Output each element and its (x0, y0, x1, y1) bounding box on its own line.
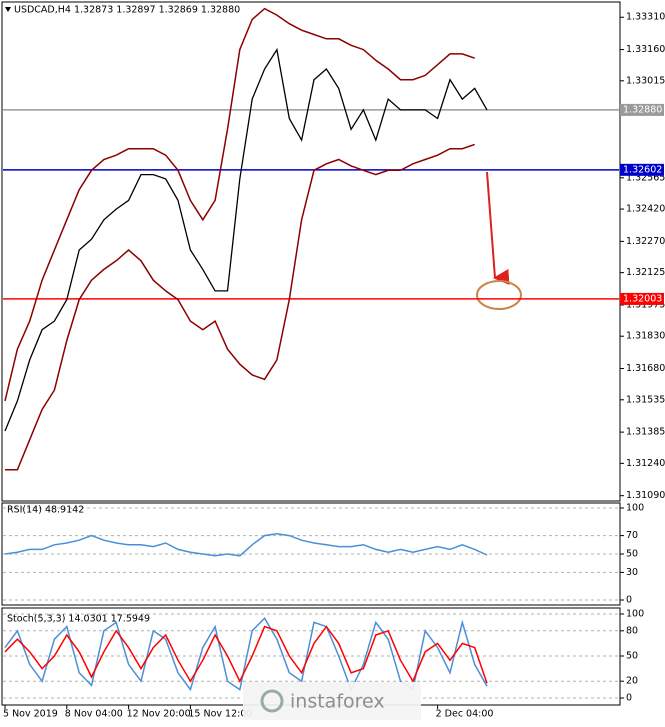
watermark: instaforex (243, 682, 421, 720)
y-tick-label: 0 (626, 693, 632, 704)
price-panel (1, 1, 621, 502)
y-tick-label: 1.31680 (626, 363, 665, 374)
level-label-bg (620, 163, 664, 176)
series-line (4, 47, 488, 432)
y-tick-label: 1.31830 (626, 331, 665, 342)
y-tick-label: 1.31090 (626, 490, 665, 501)
y-tick-label: 1.31385 (626, 427, 665, 438)
y-tick-label: 50 (626, 651, 638, 662)
y-tick-label: 20 (626, 676, 638, 687)
x-tick-label: 8 Nov 04:00 (65, 709, 123, 720)
watermark-text: instaforex (290, 691, 385, 713)
level-label-bg (620, 103, 664, 116)
x-tick-label: 5 Nov 2019 (3, 709, 58, 720)
watermark-bg (243, 682, 421, 720)
y-tick-label: 1.33160 (626, 44, 665, 55)
target-ellipse (476, 280, 522, 310)
level-label: 1.32602 (623, 164, 662, 175)
plot-area (3, 7, 619, 471)
y-tick-label: 50 (626, 549, 638, 560)
series-line (4, 7, 475, 402)
y-tick-label: 1.31240 (626, 458, 665, 469)
arrow (486, 171, 510, 285)
y-tick-label: 30 (626, 567, 638, 578)
panel-title: RSI(14) 48.9142 (7, 505, 84, 516)
watermark-logo (260, 689, 284, 713)
panel-title: USDCAD,H4 1.32873 1.32897 1.32869 1.3288… (14, 5, 240, 16)
y-tick-label: 0 (626, 595, 632, 606)
series-line (5, 143, 475, 471)
y-tick-label: 1.31535 (626, 394, 665, 405)
y-tick-label: 1.32125 (626, 267, 665, 278)
level-label: 1.32880 (623, 104, 662, 115)
x-tick-label: 12 Nov 20:00 (127, 709, 191, 720)
y-tick-label: 1.32270 (626, 236, 665, 247)
y-tick-label: 1.33015 (626, 75, 665, 86)
y-tick-label: 80 (626, 625, 638, 636)
y-tick-label: 100 (626, 609, 644, 620)
y-tick-label: 1.31975 (626, 299, 665, 310)
level-label-bg (620, 292, 664, 305)
plot-area (4, 533, 488, 557)
series-line (4, 533, 488, 557)
y-tick-label: 1.32420 (626, 204, 665, 215)
x-tick-label: 2 Dec 04:00 (436, 709, 494, 720)
panel-title: Stoch(5,3,3) 14.0301 17.5949 (7, 614, 150, 625)
y-tick-label: 70 (626, 530, 638, 541)
y-tick-label: 1.33310 (626, 12, 665, 23)
title-marker (5, 7, 11, 12)
series-line (4, 625, 488, 684)
y-tick-label: 1.32565 (626, 172, 665, 183)
y-tick-label: 100 (626, 503, 644, 514)
level-label: 1.32003 (623, 293, 662, 304)
x-tick-label: 15 Nov 12:00 (188, 709, 252, 720)
